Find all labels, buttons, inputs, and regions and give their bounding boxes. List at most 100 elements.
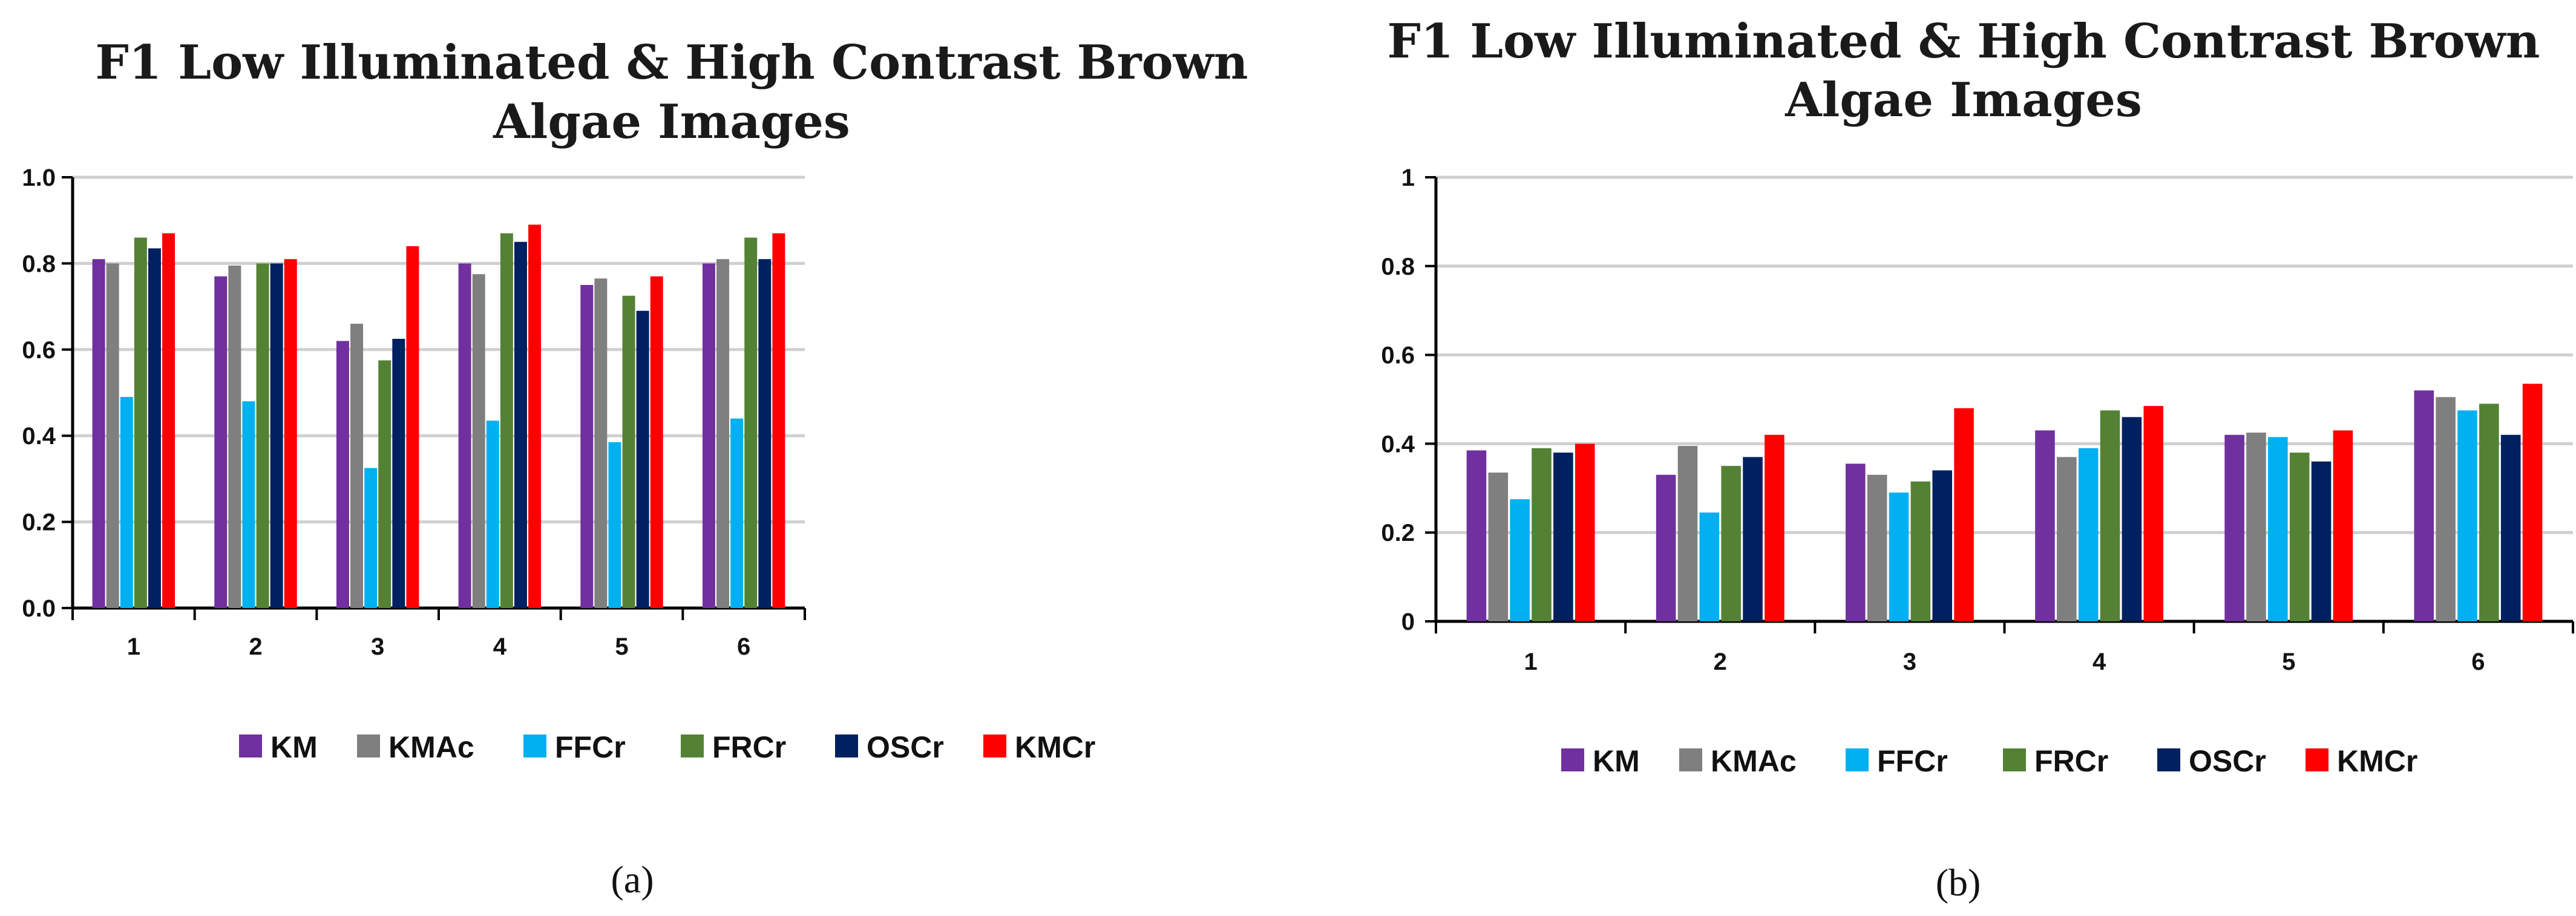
bar-kmcr-2 — [284, 259, 297, 608]
legend-swatch-km — [1561, 748, 1584, 771]
x-tick-label: 1 — [1524, 649, 1537, 675]
legend-label-kmcr: KMCr — [1015, 730, 1095, 764]
bar-ffcr-4 — [486, 420, 499, 608]
bar-kmac-5 — [2246, 433, 2266, 621]
bar-frcr-4 — [500, 233, 513, 608]
y-tick-label: 0.6 — [1381, 342, 1415, 369]
bar-kmcr-5 — [650, 276, 663, 608]
bar-oscr-1 — [148, 248, 161, 609]
chart-title-line: Algae Images — [1785, 73, 2142, 128]
legend-label-oscr: OSCr — [2189, 744, 2266, 778]
legend-swatch-ffcr — [523, 734, 546, 757]
legend-swatch-kmcr — [2306, 748, 2329, 771]
chart-title-line: Algae Images — [493, 94, 850, 149]
bar-frcr-2 — [256, 263, 269, 608]
y-tick-label: 0.8 — [22, 250, 56, 277]
legend-label-oscr: OSCr — [867, 730, 944, 764]
bar-frcr-2 — [1721, 466, 1741, 621]
bar-kmcr-3 — [406, 246, 419, 608]
bar-frcr-5 — [2289, 453, 2310, 621]
bar-km-3 — [1845, 463, 1866, 621]
chart-title-line: F1 Low Illuminated & High Contrast Brown — [96, 35, 1248, 90]
bar-oscr-3 — [1932, 470, 1952, 621]
bar-kmcr-2 — [1765, 434, 1785, 621]
bar-ffcr-5 — [2268, 437, 2288, 621]
bar-kmac-4 — [472, 274, 485, 608]
bar-km-3 — [336, 341, 349, 608]
legend-label-ffcr: FFCr — [555, 730, 626, 764]
legend-swatch-kmcr — [983, 734, 1006, 757]
legend: KM KMAc FFCr FRCr OSCr KMCr — [1561, 744, 2417, 778]
y-tick-label: 1.0 — [22, 165, 56, 191]
chart-panel-a: F1 Low Illuminated & High Contrast Brown… — [22, 35, 1248, 901]
bar-frcr-5 — [622, 295, 635, 608]
bar-oscr-5 — [636, 310, 649, 608]
bar-oscr-5 — [2311, 461, 2332, 621]
bar-km-1 — [1466, 450, 1487, 621]
y-tick-label: 1 — [1401, 165, 1415, 191]
bar-kmcr-3 — [1954, 408, 1974, 621]
bar-frcr-6 — [744, 237, 758, 608]
legend-label-frcr: FRCr — [2034, 744, 2108, 778]
x-tick-label: 1 — [127, 633, 140, 660]
y-tick-label: 0.0 — [22, 595, 56, 622]
legend-swatch-oscr — [835, 734, 858, 757]
legend-swatch-frcr — [681, 734, 704, 757]
bar-kmac-2 — [1677, 446, 1698, 621]
bar-km-4 — [458, 263, 471, 608]
bar-ffcr-5 — [608, 442, 621, 608]
x-tick-label: 4 — [493, 633, 507, 660]
legend-swatch-kmac — [1679, 748, 1702, 771]
bar-frcr-1 — [134, 237, 147, 608]
bar-frcr-6 — [2479, 404, 2499, 621]
bar-ffcr-1 — [1510, 499, 1530, 621]
legend-label-kmac: KMAc — [388, 730, 474, 764]
x-tick-label: 2 — [1714, 649, 1727, 675]
bar-kmac-3 — [1867, 474, 1887, 621]
bar-oscr-2 — [270, 263, 283, 608]
bar-kmcr-6 — [772, 233, 785, 608]
x-tick-label: 3 — [371, 633, 384, 660]
bar-kmcr-5 — [2333, 430, 2353, 621]
y-tick-label: 0.4 — [1381, 431, 1415, 457]
bar-kmac-3 — [350, 324, 364, 608]
x-tick-label: 3 — [1903, 649, 1916, 675]
bar-km-2 — [1656, 474, 1676, 621]
bar-km-5 — [580, 285, 594, 608]
y-tick-label: 0.2 — [1381, 520, 1415, 546]
legend-swatch-kmac — [357, 734, 380, 757]
chart-title-line: F1 Low Illuminated & High Contrast Brown — [1388, 14, 2540, 69]
bar-km-5 — [2224, 434, 2244, 621]
bar-kmcr-6 — [2522, 384, 2543, 621]
x-tick-label: 5 — [2282, 649, 2295, 675]
bar-kmac-2 — [228, 265, 241, 609]
bar-oscr-6 — [2500, 434, 2521, 621]
bar-kmcr-4 — [2143, 406, 2164, 621]
legend-label-km: KM — [270, 730, 318, 764]
legend-swatch-km — [239, 734, 262, 757]
bar-km-4 — [2035, 430, 2055, 621]
bar-ffcr-2 — [242, 401, 255, 608]
chart-title: F1 Low Illuminated & High Contrast Brown… — [96, 35, 1248, 149]
bar-kmcr-4 — [528, 224, 542, 608]
chart-title: F1 Low Illuminated & High Contrast Brown… — [1388, 14, 2540, 128]
bar-km-1 — [92, 259, 105, 608]
x-tick-label: 6 — [2471, 649, 2485, 675]
bar-kmac-5 — [594, 278, 608, 608]
bar-kmac-4 — [2057, 457, 2077, 621]
x-tick-label: 2 — [249, 633, 262, 660]
chart-panel-b: F1 Low Illuminated & High Contrast Brown… — [1381, 14, 2574, 904]
bar-ffcr-2 — [1699, 512, 1720, 621]
y-tick-label: 0.6 — [22, 337, 56, 364]
bar-kmac-6 — [2436, 397, 2456, 621]
legend: KM KMAc FFCr FRCr OSCr KMCr — [239, 730, 1095, 764]
legend-label-ffcr: FFCr — [1877, 744, 1948, 778]
bar-ffcr-6 — [730, 418, 744, 608]
bar-frcr-3 — [378, 360, 392, 608]
bar-frcr-4 — [2100, 410, 2120, 621]
legend-label-kmcr: KMCr — [2337, 744, 2417, 778]
bar-ffcr-6 — [2457, 410, 2477, 621]
legend-label-frcr: FRCr — [712, 730, 786, 764]
bar-oscr-2 — [1743, 457, 1763, 621]
bar-oscr-3 — [392, 339, 405, 608]
